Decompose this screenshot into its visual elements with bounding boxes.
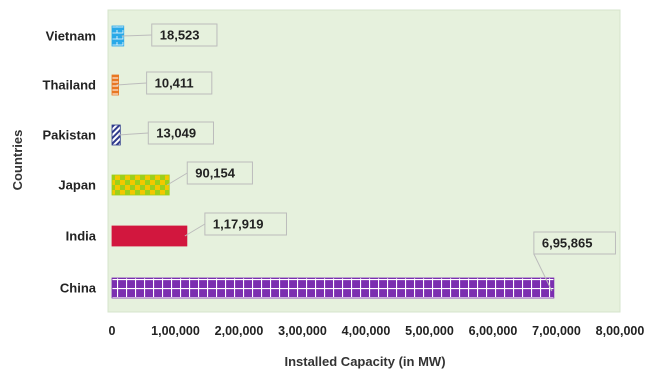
x-tick-label: 0 [109, 324, 116, 338]
data-label-leader [166, 172, 188, 186]
data-label-leader [118, 132, 149, 136]
x-tick-label: 7,00,000 [532, 324, 581, 338]
bar-india [111, 225, 188, 247]
category-label-india: India [66, 229, 97, 244]
x-axis-title: Installed Capacity (in MW) [284, 354, 445, 369]
data-label-india: 1,17,919 [213, 217, 264, 232]
data-label-japan: 90,154 [195, 166, 236, 181]
data-label-box [533, 231, 616, 255]
x-axis-ticks: 0 1,00,000 2,00,000 3,00,000 4,00,000 5,00,00… [109, 324, 645, 338]
data-label-leader [533, 253, 553, 292]
data-label-box [147, 121, 214, 145]
data-label-box [204, 212, 287, 236]
data-label-leader [121, 34, 152, 37]
category-label-thailand: Thailand [43, 78, 97, 93]
bar-china [111, 277, 555, 299]
category-label-japan: Japan [58, 178, 96, 193]
x-tick-label: 3,00,000 [278, 324, 327, 338]
x-tick-label: 8,00,000 [596, 324, 645, 338]
y-axis-title: Countries [10, 130, 25, 191]
data-label-box [146, 71, 213, 95]
data-label-vietnam: 18,523 [160, 28, 200, 43]
x-tick-label: 5,00,000 [405, 324, 454, 338]
category-label-vietnam: Vietnam [46, 29, 96, 44]
data-label-leader [184, 223, 206, 237]
data-label-leader [116, 82, 147, 86]
data-labels: 6,95,865 1,17,919 90,154 13,049 10,411 18,523 [116, 23, 616, 292]
data-label-box [151, 23, 218, 47]
x-tick-label: 6,00,000 [469, 324, 518, 338]
bars-group [111, 25, 555, 299]
plot-area [107, 9, 621, 313]
x-tick-label: 1,00,000 [151, 324, 200, 338]
category-label-pakistan: Pakistan [43, 128, 97, 143]
data-label-pakistan: 13,049 [156, 126, 196, 141]
data-label-china: 6,95,865 [542, 236, 593, 251]
x-tick-label: 4,00,000 [342, 324, 391, 338]
bar-japan [111, 174, 170, 196]
x-tick-label: 2,00,000 [215, 324, 264, 338]
category-label-china: China [60, 281, 97, 296]
data-label-box [186, 161, 253, 185]
category-labels: China India Japan Pakistan Thailand Vietnam [43, 29, 97, 296]
data-label-thailand: 10,411 [155, 76, 194, 91]
